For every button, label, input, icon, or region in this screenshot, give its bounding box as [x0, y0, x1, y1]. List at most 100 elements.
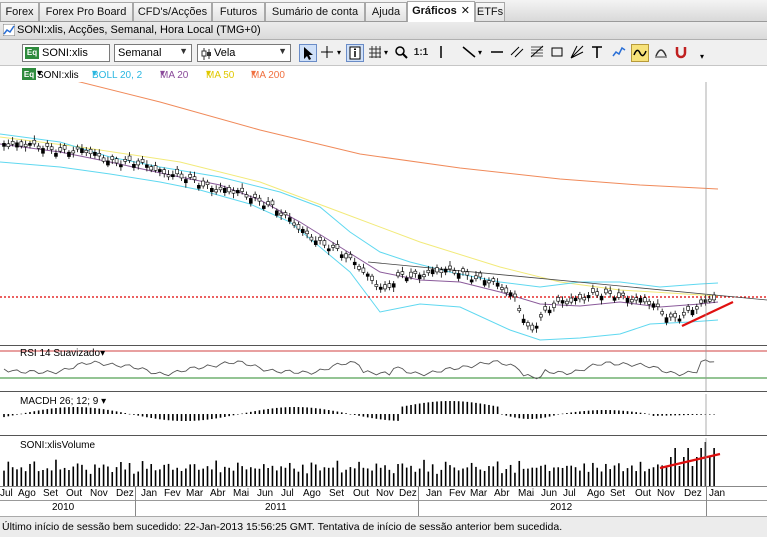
trendline-tool-button[interactable]	[460, 44, 478, 62]
candle-body	[630, 299, 634, 303]
text-tool-button[interactable]	[588, 44, 606, 62]
grid-button[interactable]	[366, 44, 384, 62]
crosshair-options-icon[interactable]: ▾	[337, 48, 342, 57]
volume-bar	[449, 465, 451, 486]
indicator-button[interactable]	[610, 44, 628, 62]
vertical-line-tool-button[interactable]	[432, 44, 450, 62]
tab-close-icon[interactable]: ✕	[460, 5, 470, 17]
ma200-line	[77, 82, 719, 190]
candle-body	[253, 193, 257, 198]
candle-body	[114, 158, 119, 164]
gann-tool-button[interactable]	[568, 44, 586, 62]
period-select[interactable]: Semanal ▼	[114, 44, 192, 62]
axis-month-label: Mar	[470, 488, 488, 499]
candle-body	[694, 306, 699, 310]
trendline-options-icon[interactable]: ▾	[478, 48, 483, 57]
macd-bar	[561, 413, 564, 415]
candle-body	[10, 141, 15, 145]
macd-bar	[475, 402, 477, 414]
tab-futuros[interactable]: Futuros	[212, 2, 265, 21]
macd-bar	[133, 414, 135, 415]
magnet-button[interactable]	[672, 44, 690, 62]
macd-bar	[457, 401, 460, 414]
macd-bar	[678, 414, 681, 416]
candle-body	[361, 267, 366, 273]
macd-bar	[159, 414, 161, 420]
macd-bar	[332, 410, 334, 414]
volume-bar	[37, 471, 40, 486]
legend-ma20[interactable]: MA 20 ▾	[160, 68, 189, 81]
channel-tool-button[interactable]	[508, 44, 526, 62]
macd-bar	[674, 414, 676, 416]
legend-symbol[interactable]: SONI:xlis ▾	[37, 68, 79, 81]
svg-text:Eq: Eq	[24, 70, 34, 79]
price-chart-pane[interactable]	[0, 82, 767, 346]
scale-1to1-button[interactable]: 1:1	[412, 44, 430, 62]
tab-etfs[interactable]: ETFs	[475, 2, 505, 21]
volume-bar	[687, 448, 689, 486]
candle-body	[582, 297, 587, 301]
candle-body	[707, 298, 712, 302]
rsi-pane[interactable]	[0, 346, 767, 392]
chart-type-select[interactable]: Vela ▼	[197, 44, 291, 62]
axis-year-label: 2011	[265, 502, 287, 513]
tab-cfds-accoes[interactable]: CFD's/Acções	[133, 2, 212, 21]
rsi-pane-label[interactable]: RSI 14 Suavizado▾	[20, 348, 106, 359]
tab-ajuda[interactable]: Ajuda	[365, 2, 407, 21]
crosshair-tool-button[interactable]	[318, 44, 336, 62]
legend-ma50[interactable]: MA 50 ▾	[206, 68, 235, 81]
macd-bar	[540, 414, 542, 419]
candle-body	[67, 151, 71, 157]
tab-forex[interactable]: Forex	[0, 2, 39, 21]
volume-bar	[401, 463, 404, 486]
horizontal-line-tool-button[interactable]	[488, 44, 506, 62]
volume-bar	[172, 469, 174, 486]
volume-bar	[427, 471, 430, 486]
volume-bar	[652, 467, 655, 486]
tab-sumario-de-conta[interactable]: Sumário de conta	[265, 2, 365, 21]
grid-options-icon[interactable]: ▾	[384, 48, 389, 57]
toolbar-overflow-icon[interactable]: ▾	[700, 52, 705, 61]
volume-bar	[59, 469, 62, 486]
candle-body	[400, 271, 405, 275]
macd-bar	[531, 414, 534, 419]
macd-bar	[288, 407, 291, 414]
volume-bar	[323, 467, 326, 486]
study-button[interactable]	[652, 44, 670, 62]
macd-pane[interactable]	[0, 394, 767, 436]
candle-body	[292, 222, 296, 226]
volume-pane[interactable]	[0, 438, 767, 486]
axis-year-label: 2010	[52, 502, 75, 513]
volume-bar	[241, 466, 243, 486]
candle-body	[179, 173, 184, 179]
macd-bar	[427, 402, 430, 414]
macd-pane-label[interactable]: MACDH 26; 12; 9 ▾	[20, 396, 107, 407]
legend-boll-label: BOLL 20, 2	[92, 70, 143, 81]
macd-bar	[423, 402, 425, 414]
tab-graficos[interactable]: Gráficos ✕	[407, 1, 475, 22]
candle-body	[664, 317, 669, 323]
volume-bar	[587, 471, 590, 486]
axis-month-label: Nov	[657, 488, 675, 499]
volume-bar	[418, 468, 421, 486]
macd-bar	[496, 406, 499, 414]
fibonacci-tool-button[interactable]	[528, 44, 546, 62]
zoom-button[interactable]	[392, 44, 410, 62]
data-window-button[interactable]	[346, 44, 364, 62]
candle-body	[214, 189, 218, 193]
macd-bar	[81, 407, 83, 414]
legend-ma200[interactable]: MA 200 ▾	[251, 68, 285, 81]
shape-tool-button[interactable]	[548, 44, 566, 62]
symbol-field[interactable]: Eq SONI:xlis	[22, 44, 110, 62]
macd-bar	[635, 412, 637, 414]
candle-body	[71, 150, 76, 154]
macd-bar	[670, 414, 672, 416]
volume-bar	[353, 468, 356, 486]
legend-boll[interactable]: BOLL 20, 2 ▾	[92, 68, 143, 81]
candle-body	[573, 297, 578, 302]
tab-forex-pro-board[interactable]: Forex Pro Board	[39, 2, 133, 21]
pointer-tool-button[interactable]	[299, 44, 317, 62]
oscillator-button[interactable]	[631, 44, 649, 62]
macd-bar	[263, 409, 265, 414]
candle-body	[58, 147, 63, 152]
